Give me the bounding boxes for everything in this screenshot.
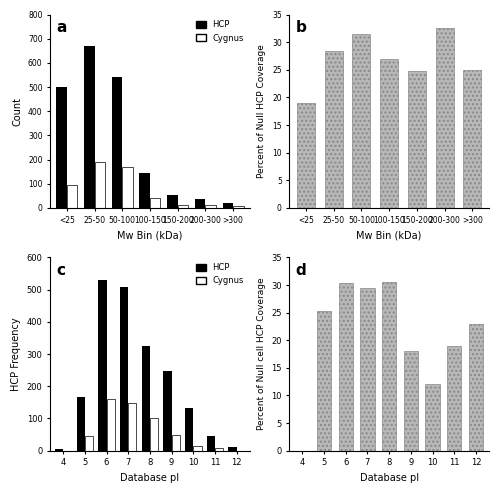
Bar (206, 436, 215, 451)
Bar (228, 447, 236, 451)
Bar (380, 59, 398, 208)
Y-axis label: HCP Frequency: HCP Frequency (11, 317, 21, 391)
Bar (464, 70, 481, 208)
Bar (106, 399, 115, 451)
Bar (317, 311, 331, 451)
Bar (142, 346, 150, 451)
Bar (382, 282, 396, 451)
Bar (297, 103, 315, 208)
Bar (98, 280, 106, 451)
Bar (164, 371, 172, 451)
X-axis label: Database pI: Database pI (360, 473, 418, 483)
Text: a: a (56, 20, 66, 36)
Bar (194, 446, 202, 451)
Bar (94, 162, 105, 208)
Bar (338, 283, 353, 451)
Bar (55, 449, 63, 451)
Bar (215, 449, 223, 451)
Text: d: d (296, 263, 306, 278)
Bar (178, 205, 188, 208)
X-axis label: Mw Bin (kDa): Mw Bin (kDa) (356, 230, 422, 240)
Bar (324, 50, 342, 208)
Legend: HCP, Cygnus: HCP, Cygnus (194, 19, 246, 44)
Bar (122, 167, 132, 208)
Bar (172, 435, 180, 451)
Bar (469, 324, 483, 451)
Bar (167, 195, 177, 208)
Y-axis label: Percent of Null HCP Coverage: Percent of Null HCP Coverage (258, 44, 266, 178)
Bar (56, 87, 67, 208)
Y-axis label: Percent of Null cell HCP Coverage: Percent of Null cell HCP Coverage (256, 278, 266, 430)
Bar (112, 78, 122, 208)
Text: b: b (296, 20, 306, 36)
Bar (76, 397, 85, 451)
Legend: HCP, Cygnus: HCP, Cygnus (194, 262, 246, 287)
Bar (85, 436, 93, 451)
Bar (447, 346, 461, 451)
Bar (233, 206, 243, 208)
Bar (67, 185, 78, 208)
Y-axis label: Count: Count (12, 97, 22, 126)
Bar (222, 203, 233, 208)
Bar (185, 408, 194, 451)
Bar (360, 288, 374, 451)
Bar (150, 417, 158, 451)
Bar (426, 384, 440, 451)
Bar (84, 46, 94, 208)
Bar (404, 351, 418, 451)
Bar (436, 29, 454, 208)
Bar (408, 72, 426, 208)
Bar (195, 199, 205, 208)
Bar (206, 205, 216, 208)
Text: c: c (56, 263, 65, 278)
Bar (140, 173, 150, 208)
X-axis label: Database pI: Database pI (120, 473, 180, 483)
Bar (352, 34, 370, 208)
Bar (120, 288, 128, 451)
X-axis label: Mw Bin (kDa): Mw Bin (kDa) (117, 230, 182, 240)
Bar (150, 198, 160, 208)
Bar (128, 403, 136, 451)
